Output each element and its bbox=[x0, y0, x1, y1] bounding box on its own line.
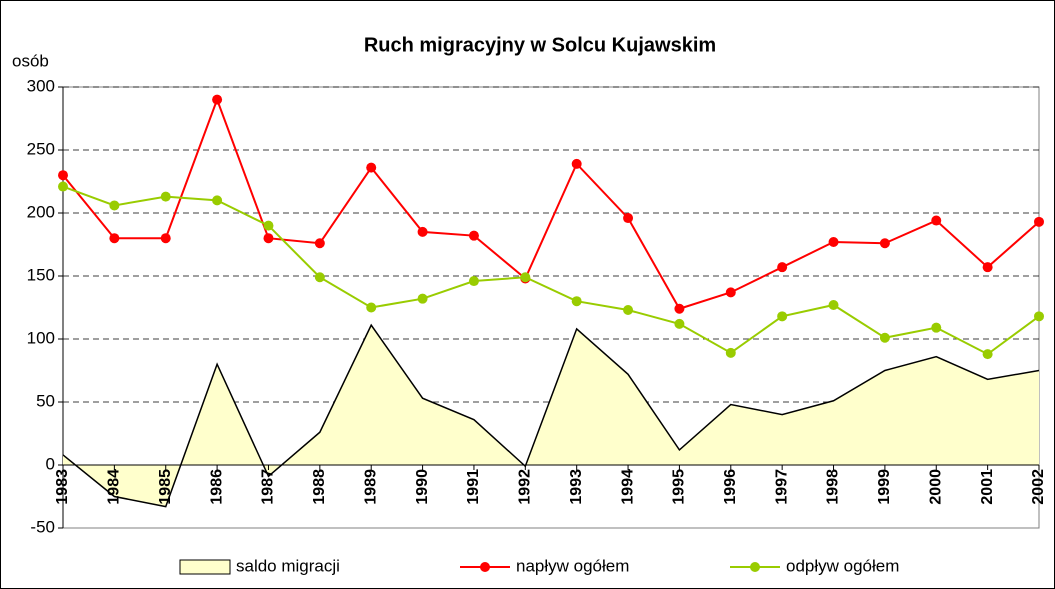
y-tick-label: 300 bbox=[27, 76, 55, 95]
y-tick-label: 50 bbox=[36, 391, 55, 410]
marker bbox=[1034, 216, 1044, 227]
marker bbox=[725, 287, 736, 298]
x-tick-label: 1992 bbox=[517, 469, 534, 505]
marker bbox=[879, 332, 890, 343]
marker bbox=[879, 238, 890, 249]
y-tick-label: 0 bbox=[46, 454, 55, 473]
marker bbox=[417, 293, 428, 304]
y-tick-label: 250 bbox=[27, 139, 55, 158]
x-tick-label: 2001 bbox=[979, 469, 996, 505]
x-tick-label: 2000 bbox=[927, 469, 944, 505]
legend-label: odpływ ogółem bbox=[786, 556, 899, 575]
x-tick-label: 1996 bbox=[722, 469, 739, 505]
marker bbox=[623, 305, 634, 316]
y-axis-label: osób bbox=[12, 51, 49, 70]
marker bbox=[982, 262, 993, 273]
x-tick-label: 1989 bbox=[362, 469, 379, 505]
y-tick-label: -50 bbox=[30, 517, 55, 536]
x-tick-label: 1999 bbox=[876, 469, 893, 505]
marker bbox=[828, 299, 839, 310]
marker bbox=[674, 318, 685, 329]
marker bbox=[828, 236, 839, 247]
x-tick-label: 1997 bbox=[773, 469, 790, 505]
marker bbox=[366, 162, 377, 173]
marker bbox=[109, 200, 120, 211]
y-tick-label: 150 bbox=[27, 265, 55, 284]
marker bbox=[314, 272, 325, 283]
x-tick-label: 1984 bbox=[106, 469, 123, 505]
marker bbox=[931, 215, 942, 226]
x-tick-label: 1988 bbox=[311, 469, 328, 505]
x-tick-label: 1990 bbox=[414, 469, 431, 505]
line bbox=[62, 96, 1040, 310]
marker bbox=[314, 238, 325, 249]
area bbox=[63, 325, 1039, 507]
line bbox=[62, 185, 1040, 356]
y-tick-label: 100 bbox=[27, 328, 55, 347]
marker bbox=[725, 347, 736, 358]
chart-title: Ruch migracyjny w Solcu Kujawskim bbox=[364, 34, 716, 56]
marker bbox=[520, 272, 531, 283]
marker bbox=[623, 213, 634, 224]
marker bbox=[212, 195, 223, 206]
y-tick-label: 200 bbox=[27, 202, 55, 221]
marker bbox=[109, 233, 120, 244]
legend-marker bbox=[750, 562, 760, 572]
marker bbox=[777, 311, 788, 322]
x-tick-label: 1995 bbox=[671, 469, 688, 505]
marker bbox=[160, 233, 171, 244]
x-tick-label: 1983 bbox=[54, 469, 71, 505]
legend-marker bbox=[480, 562, 490, 572]
marker bbox=[468, 276, 479, 287]
marker bbox=[571, 296, 582, 307]
x-tick-label: 2002 bbox=[1030, 469, 1047, 505]
legend-label: saldo migracji bbox=[236, 556, 340, 575]
marker bbox=[58, 170, 68, 181]
x-tick-label: 1986 bbox=[208, 469, 225, 505]
marker bbox=[160, 191, 171, 202]
x-tick-label: 1993 bbox=[568, 469, 585, 505]
marker bbox=[366, 302, 377, 313]
marker bbox=[777, 262, 788, 273]
marker bbox=[468, 230, 479, 241]
marker bbox=[417, 226, 428, 237]
marker bbox=[58, 181, 68, 192]
legend-label: napływ ogółem bbox=[516, 556, 629, 575]
marker bbox=[212, 94, 223, 105]
x-tick-label: 1994 bbox=[619, 469, 636, 505]
marker bbox=[263, 233, 274, 244]
area-edge bbox=[62, 323, 1040, 508]
marker bbox=[674, 303, 685, 314]
marker bbox=[1034, 311, 1044, 322]
x-tick-label: 1987 bbox=[260, 469, 277, 505]
x-tick-label: 1985 bbox=[157, 469, 174, 505]
marker bbox=[263, 220, 274, 231]
x-tick-label: 1998 bbox=[825, 469, 842, 505]
legend-swatch bbox=[179, 559, 231, 575]
marker bbox=[571, 158, 582, 169]
x-tick-label: 1991 bbox=[465, 469, 482, 505]
marker bbox=[931, 322, 942, 333]
marker bbox=[982, 349, 993, 360]
